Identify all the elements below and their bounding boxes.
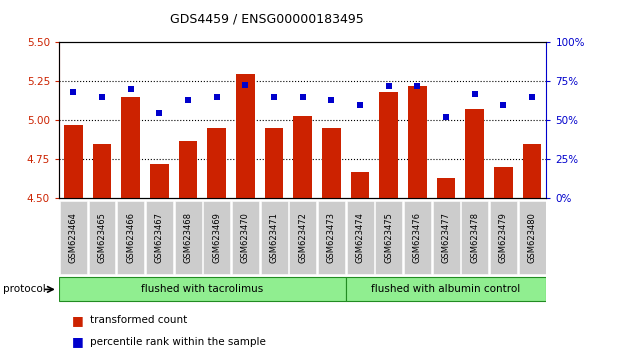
Text: GSM623477: GSM623477: [442, 212, 451, 263]
FancyBboxPatch shape: [289, 201, 316, 274]
Bar: [523, 144, 542, 198]
Bar: [236, 74, 255, 198]
Text: GSM623475: GSM623475: [384, 212, 393, 263]
Text: GSM623467: GSM623467: [155, 212, 164, 263]
FancyBboxPatch shape: [404, 201, 431, 274]
Text: GSM623466: GSM623466: [126, 212, 135, 263]
Bar: [494, 167, 513, 198]
Text: percentile rank within the sample: percentile rank within the sample: [90, 337, 266, 347]
Bar: [322, 128, 341, 198]
Text: GSM623464: GSM623464: [69, 212, 78, 263]
Text: GSM623479: GSM623479: [499, 212, 508, 263]
FancyBboxPatch shape: [433, 201, 460, 274]
Text: GSM623465: GSM623465: [97, 212, 107, 263]
FancyBboxPatch shape: [59, 278, 346, 301]
FancyBboxPatch shape: [347, 201, 374, 274]
FancyBboxPatch shape: [117, 201, 144, 274]
Bar: [379, 92, 398, 198]
FancyBboxPatch shape: [203, 201, 230, 274]
Text: GSM623474: GSM623474: [356, 212, 365, 263]
Text: GSM623471: GSM623471: [270, 212, 279, 263]
Text: protocol: protocol: [3, 284, 46, 295]
FancyBboxPatch shape: [89, 201, 116, 274]
FancyBboxPatch shape: [346, 278, 546, 301]
Text: GSM623469: GSM623469: [212, 212, 221, 263]
FancyBboxPatch shape: [175, 201, 201, 274]
Bar: [150, 164, 169, 198]
Text: GSM623476: GSM623476: [413, 212, 422, 263]
Bar: [64, 125, 83, 198]
Text: GSM623480: GSM623480: [528, 212, 537, 263]
Text: ■: ■: [71, 335, 83, 348]
Bar: [466, 109, 484, 198]
FancyBboxPatch shape: [519, 201, 546, 274]
Bar: [265, 128, 283, 198]
FancyBboxPatch shape: [232, 201, 259, 274]
Text: GSM623472: GSM623472: [298, 212, 307, 263]
Text: flushed with tacrolimus: flushed with tacrolimus: [141, 284, 263, 295]
FancyBboxPatch shape: [461, 201, 488, 274]
Bar: [351, 172, 369, 198]
FancyBboxPatch shape: [490, 201, 517, 274]
Text: GSM623473: GSM623473: [327, 212, 336, 263]
Bar: [93, 144, 111, 198]
Text: GSM623468: GSM623468: [184, 212, 193, 263]
Bar: [121, 97, 140, 198]
Bar: [179, 141, 197, 198]
FancyBboxPatch shape: [318, 201, 345, 274]
Text: GDS4459 / ENSG00000183495: GDS4459 / ENSG00000183495: [170, 12, 364, 25]
Bar: [408, 86, 427, 198]
FancyBboxPatch shape: [146, 201, 173, 274]
Text: ■: ■: [71, 314, 83, 327]
Text: flushed with albumin control: flushed with albumin control: [371, 284, 521, 295]
FancyBboxPatch shape: [261, 201, 288, 274]
Bar: [293, 116, 312, 198]
Text: transformed count: transformed count: [90, 315, 188, 325]
Text: GSM623478: GSM623478: [470, 212, 479, 263]
Bar: [437, 178, 455, 198]
Text: GSM623470: GSM623470: [241, 212, 250, 263]
FancyBboxPatch shape: [375, 201, 402, 274]
Bar: [207, 128, 226, 198]
FancyBboxPatch shape: [60, 201, 87, 274]
